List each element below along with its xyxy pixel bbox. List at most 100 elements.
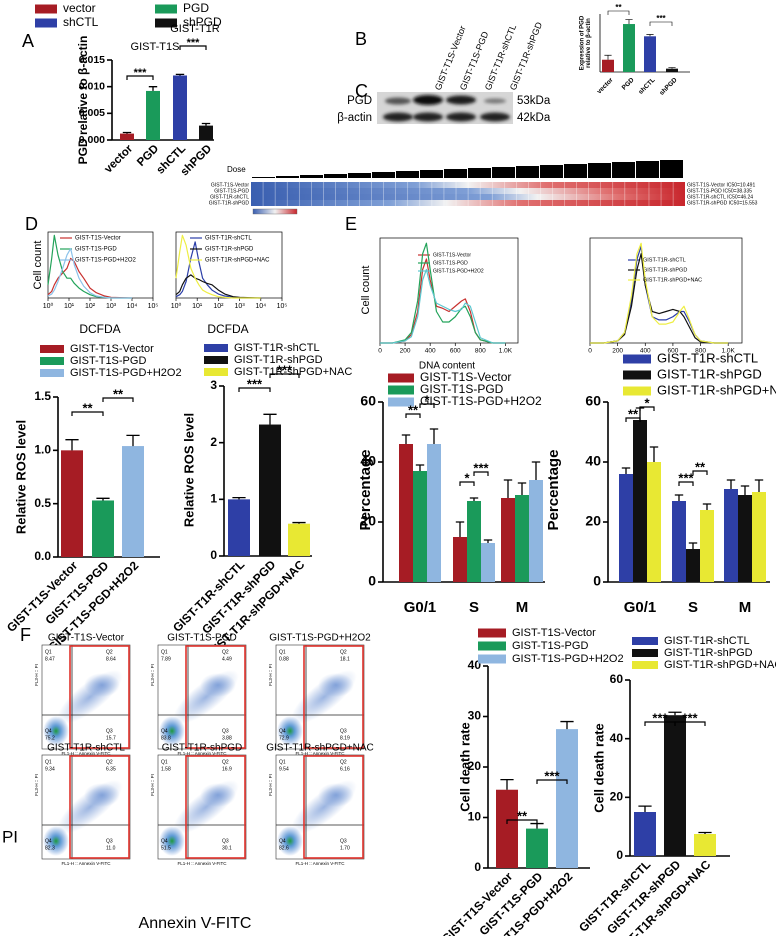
quadrant-value: 1.58 bbox=[161, 766, 171, 772]
significance-bracket bbox=[459, 481, 475, 486]
x-tick-label: S bbox=[688, 599, 698, 616]
dose-step bbox=[252, 177, 275, 178]
legend-label: GIST-T1R-shCTL bbox=[664, 635, 750, 647]
bar bbox=[481, 543, 495, 582]
x-tick-label: 1.0K bbox=[721, 348, 735, 355]
bar bbox=[700, 510, 714, 582]
annotation: ** bbox=[82, 400, 93, 415]
legend-label: GIST-T1R-shPGD+NAC bbox=[234, 366, 352, 378]
quadrant-value: 82.6 bbox=[279, 845, 289, 851]
quadrant-value: 8.19 bbox=[340, 735, 350, 741]
dose-step bbox=[420, 170, 443, 178]
legend-swatch bbox=[204, 344, 228, 352]
quadrant-value: 1.70 bbox=[340, 845, 350, 851]
error-bar bbox=[122, 131, 132, 134]
legend-label: shPGD bbox=[183, 15, 222, 29]
y-axis-label: Cell count bbox=[360, 266, 372, 315]
histogram-line bbox=[175, 241, 261, 299]
x-tick-label: 800 bbox=[695, 348, 706, 355]
quadrant-name: Q3 bbox=[340, 838, 347, 844]
legend-swatch bbox=[478, 641, 506, 651]
flow-cloud bbox=[318, 783, 354, 807]
error-bar bbox=[65, 439, 79, 451]
y-axis-label: Relative ROS level bbox=[181, 413, 196, 527]
x-tick-label: M bbox=[516, 599, 529, 616]
legend-swatch bbox=[632, 637, 658, 645]
quadrant-value: 51.5 bbox=[161, 845, 171, 851]
error-bar bbox=[531, 461, 541, 480]
y-tick-label: 0 bbox=[616, 848, 623, 862]
flow-population bbox=[43, 716, 69, 746]
error-bar bbox=[232, 496, 246, 500]
quadrant-name: Q4 bbox=[161, 728, 168, 734]
bar bbox=[672, 501, 686, 582]
heatmap-row-label: GIST-T1S-Vector bbox=[211, 182, 249, 188]
quadrant-value: 82.3 bbox=[45, 845, 55, 851]
legend-swatch bbox=[632, 661, 658, 669]
quadrant-name: Q2 bbox=[106, 759, 113, 765]
y-tick-label: 1.5 bbox=[34, 389, 51, 403]
legend-swatch bbox=[155, 18, 177, 28]
error-bar bbox=[503, 479, 513, 498]
dose-step bbox=[468, 168, 491, 178]
annotation: * bbox=[464, 470, 470, 485]
x-tick-label: M bbox=[739, 599, 752, 616]
error-bar bbox=[646, 34, 654, 37]
heatmap-result: GIST-T1S-PGD IC50=38.335 bbox=[687, 188, 752, 194]
y-tick-label: 0 bbox=[593, 573, 601, 589]
legend-swatch bbox=[35, 18, 57, 28]
annotation: *** bbox=[678, 470, 694, 485]
flow-title: GIST-T1S-Vector bbox=[48, 633, 125, 644]
legend-label: GIST-T1R-shCTL bbox=[657, 350, 758, 365]
x-tick-label: 600 bbox=[450, 348, 461, 355]
flow-y-axis: FL3-H :: PI bbox=[34, 774, 39, 796]
error-bar bbox=[429, 428, 439, 444]
quadrant-name: Q2 bbox=[340, 649, 347, 655]
legend-swatch bbox=[388, 373, 414, 383]
x-tick-label: 10² bbox=[213, 303, 224, 310]
gate bbox=[185, 645, 246, 749]
error-bar bbox=[604, 54, 612, 60]
error-bar bbox=[638, 805, 652, 812]
y-tick-label: 60 bbox=[610, 672, 624, 686]
y-tick-label: 40 bbox=[610, 731, 624, 745]
x-tick-label: 0 bbox=[378, 348, 382, 355]
legend-label: vector bbox=[63, 1, 96, 15]
annotation: ** bbox=[615, 3, 622, 12]
legend-label: GIST-T1S-PGD+H2O2 bbox=[70, 367, 182, 379]
quadrant-name: Q2 bbox=[222, 759, 229, 765]
legend-label: GIST-T1S-PGD bbox=[512, 640, 588, 652]
annotation: GIST-T1S bbox=[131, 41, 180, 53]
bar bbox=[453, 537, 467, 582]
y-tick-label: 1.0 bbox=[34, 443, 51, 457]
heatmap-row-label: GIST-T1R-shCTL bbox=[210, 194, 249, 200]
significance-bracket bbox=[692, 470, 708, 475]
flow-cloud bbox=[200, 673, 236, 697]
quadrant-name: Q4 bbox=[279, 838, 286, 844]
dose-step bbox=[372, 172, 395, 178]
plot-frame bbox=[589, 237, 743, 344]
legend-label: GIST-T1R-shPGD bbox=[664, 647, 753, 659]
y-tick-label: 0.000 bbox=[79, 134, 105, 146]
y-tick-label: 0.010 bbox=[79, 80, 105, 92]
quadrant-name: Q2 bbox=[222, 649, 229, 655]
legend-swatch bbox=[40, 369, 64, 377]
dose-step bbox=[660, 160, 683, 178]
histogram-line bbox=[380, 268, 506, 344]
error-bar bbox=[126, 434, 140, 447]
plot-frame bbox=[47, 231, 154, 299]
legend-label: GIST-T1R-shPGD bbox=[643, 267, 687, 273]
legend-swatch bbox=[204, 356, 228, 364]
error-bar bbox=[415, 464, 425, 471]
dose-step bbox=[348, 173, 371, 178]
blot-band bbox=[413, 95, 443, 105]
quadrant-value: 8.64 bbox=[106, 656, 116, 662]
quadrant-value: 11.0 bbox=[106, 845, 116, 851]
y-tick-label: 20 bbox=[360, 513, 376, 529]
legend-swatch bbox=[478, 654, 506, 664]
y-tick-label: 1 bbox=[210, 492, 217, 506]
y-tick-label: 60 bbox=[585, 393, 601, 409]
blot-band bbox=[480, 112, 510, 122]
x-tick-label: 10¹ bbox=[192, 303, 203, 310]
quadrant-value: 4.49 bbox=[222, 656, 232, 662]
